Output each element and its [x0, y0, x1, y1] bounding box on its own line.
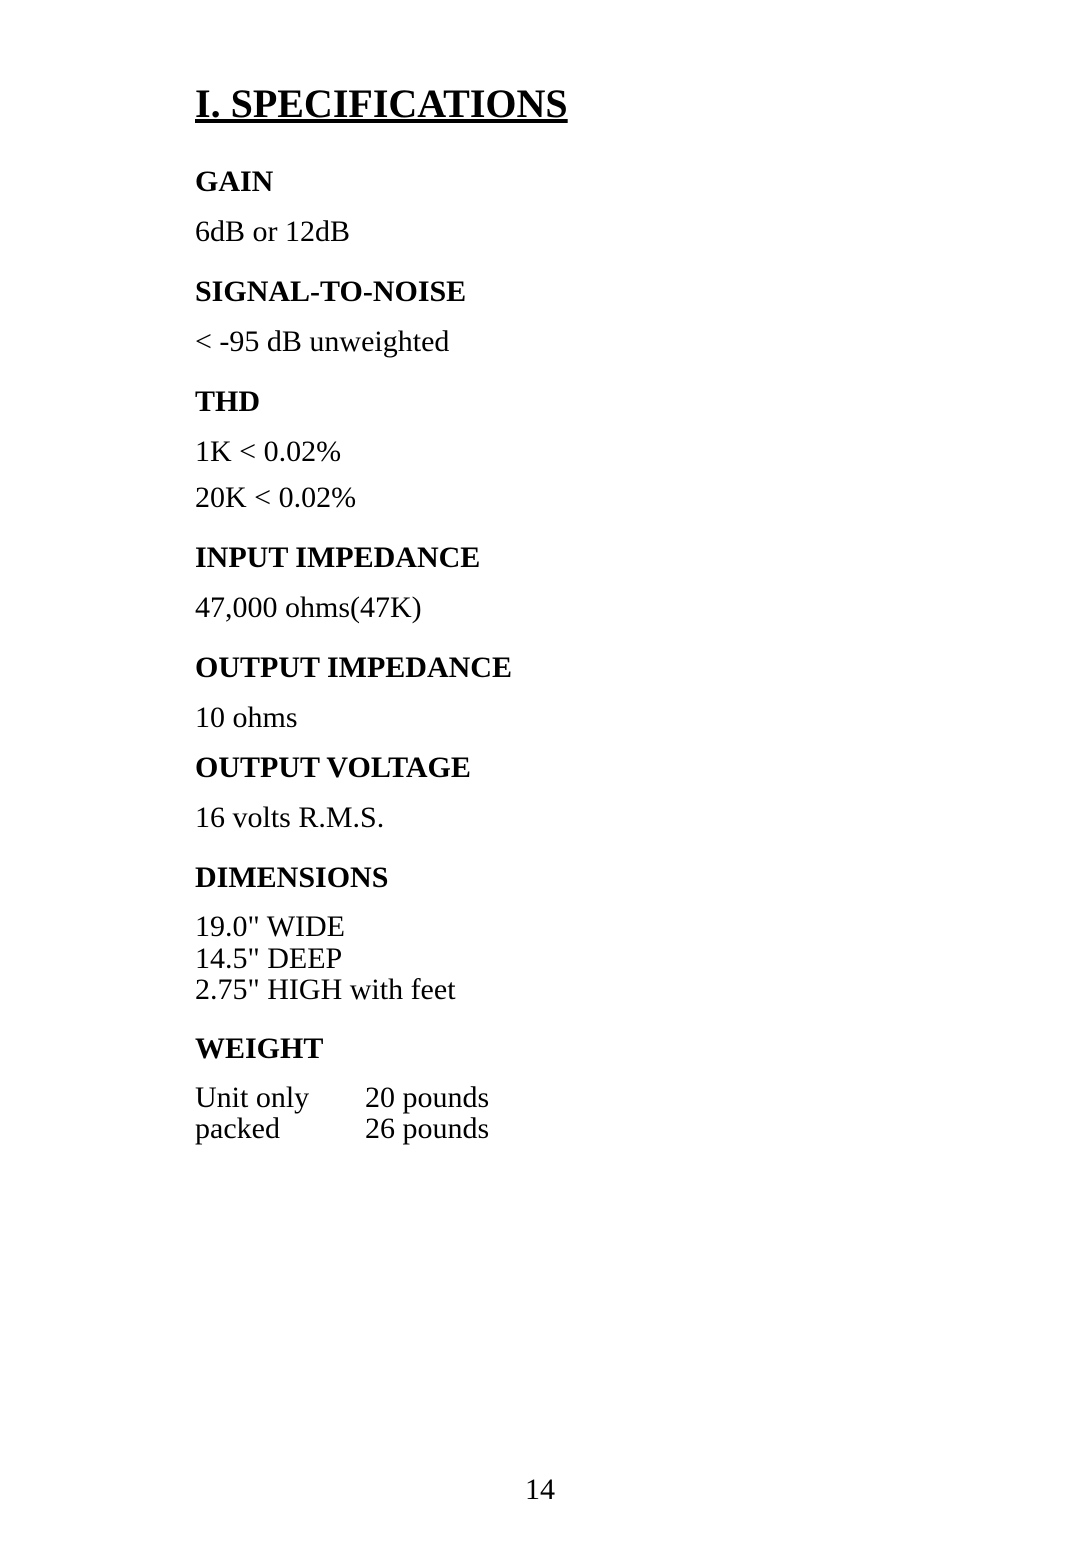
value-dim-wide: 19.0" WIDE — [195, 911, 1080, 943]
heading-snr: SIGNAL-TO-NOISE — [195, 275, 1080, 309]
weight-value: 20 pounds — [365, 1082, 489, 1114]
spec-input-impedance: INPUT IMPEDANCE 47,000 ohms(47K) — [195, 541, 1080, 641]
weight-label: packed — [195, 1113, 365, 1145]
weight-value: 26 pounds — [365, 1113, 489, 1145]
heading-weight: WEIGHT — [195, 1032, 1080, 1066]
value-output-voltage: 16 volts R.M.S. — [195, 801, 1080, 835]
heading-dimensions: DIMENSIONS — [195, 861, 1080, 895]
value-thd-2: 20K < 0.02% — [195, 481, 1080, 515]
spec-gain: GAIN 6dB or 12dB — [195, 165, 1080, 265]
value-dim-high: 2.75" HIGH with feet — [195, 974, 1080, 1006]
heading-output-voltage: OUTPUT VOLTAGE — [195, 751, 1080, 785]
spec-snr: SIGNAL-TO-NOISE < -95 dB unweighted — [195, 275, 1080, 375]
value-dim-deep: 14.5" DEEP — [195, 943, 1080, 975]
page-number: 14 — [0, 1473, 1080, 1507]
value-input-impedance: 47,000 ohms(47K) — [195, 591, 1080, 625]
table-row: Unit only 20 pounds — [195, 1082, 489, 1114]
heading-gain: GAIN — [195, 165, 1080, 199]
spec-weight: WEIGHT Unit only 20 pounds packed 26 pou… — [195, 1032, 1080, 1145]
value-snr: < -95 dB unweighted — [195, 325, 1080, 359]
value-gain: 6dB or 12dB — [195, 215, 1080, 249]
heading-output-impedance: OUTPUT IMPEDANCE — [195, 651, 1080, 685]
weight-table: Unit only 20 pounds packed 26 pounds — [195, 1082, 489, 1145]
heading-thd: THD — [195, 385, 1080, 419]
weight-label: Unit only — [195, 1082, 365, 1114]
value-thd-1: 1K < 0.02% — [195, 435, 1080, 469]
spec-thd: THD 1K < 0.02% 20K < 0.02% — [195, 385, 1080, 531]
spec-output-impedance: OUTPUT IMPEDANCE 10 ohms — [195, 651, 1080, 741]
table-row: packed 26 pounds — [195, 1113, 489, 1145]
value-output-impedance: 10 ohms — [195, 701, 1080, 735]
page-title: I. SPECIFICATIONS — [195, 80, 1080, 127]
page: I. SPECIFICATIONS GAIN 6dB or 12dB SIGNA… — [0, 0, 1080, 1547]
spec-dimensions: DIMENSIONS 19.0" WIDE 14.5" DEEP 2.75" H… — [195, 861, 1080, 1022]
heading-input-impedance: INPUT IMPEDANCE — [195, 541, 1080, 575]
spec-output-voltage: OUTPUT VOLTAGE 16 volts R.M.S. — [195, 751, 1080, 851]
